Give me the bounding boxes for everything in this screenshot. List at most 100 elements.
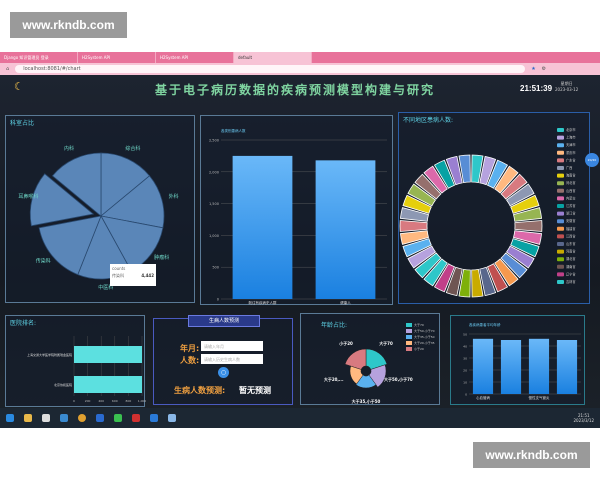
region-donut-chart: 北京市上海市天津市重庆市广东省广西海南省河北省山西省内蒙古江苏省浙江省安徽省福建…: [399, 127, 576, 298]
rose-slice: [365, 348, 388, 370]
chart-title: 各疾病患者平均年龄: [469, 322, 501, 327]
donut-segment: [399, 230, 429, 245]
legend-swatch: [557, 234, 564, 239]
legend-swatch: [557, 204, 564, 208]
donut-segment: [407, 183, 437, 207]
settings-icon[interactable]: ⚙: [541, 66, 547, 72]
legend-label: 安徽省: [566, 218, 576, 223]
moon-icon[interactable]: ☾: [14, 80, 24, 93]
wps-icon[interactable]: [132, 414, 140, 422]
month-input[interactable]: 请输入年月: [201, 341, 263, 351]
legend-swatch: [557, 280, 564, 284]
x-tick-label: 1,000: [138, 399, 146, 403]
bar: [500, 340, 522, 394]
x-tick-label: 600: [112, 399, 118, 403]
pie-tooltip: counts 传染科 4,442: [110, 264, 156, 286]
x-tick-label: 心血管病: [476, 395, 490, 400]
predict-panel: 生病人数预测 年月: 请输入年月 人数: 请输入历史生病人数 ○ 生病人数预测:…: [153, 315, 293, 405]
pie-label: 综合科: [125, 145, 140, 152]
legend-label: 天津市: [566, 142, 576, 147]
legend-swatch: [557, 257, 564, 262]
donut-segment: [494, 258, 519, 287]
url-field[interactable]: localhost:8081/#/chart: [15, 65, 526, 73]
legend-label: 江西省: [566, 233, 576, 238]
donut-segment: [479, 266, 497, 297]
legend-swatch: [557, 135, 564, 140]
bar: [232, 155, 293, 299]
age-panel: 年龄占比: 大于70 大于50,小于70 大于35,小于50 大于20,... 小于20…: [300, 313, 440, 405]
edge-icon[interactable]: [6, 414, 14, 422]
predict-submit-button[interactable]: ○: [218, 367, 229, 378]
legend-label: 上海市: [566, 135, 576, 140]
clock: 21:51:39: [520, 84, 553, 93]
donut-segment: [399, 207, 429, 222]
legend-swatch: [557, 173, 564, 178]
legend-label: 广东省: [566, 157, 576, 162]
legend-label: 山西省: [566, 188, 576, 193]
legend-swatch: [406, 323, 412, 327]
donut-segment: [486, 159, 509, 189]
y-tick-label: 30: [463, 357, 467, 361]
legend-swatch: [557, 150, 564, 155]
donut-segment: [479, 155, 497, 186]
pie-label: 内科: [64, 145, 74, 152]
donut-segment: [423, 258, 448, 287]
vscode-icon[interactable]: [150, 414, 158, 422]
y-tick-label: 上海交通大学医学院附属瑞金医院: [27, 352, 72, 357]
tab-default[interactable]: default: [234, 52, 312, 63]
legend-label: 湖北省: [566, 256, 576, 261]
legend-label: 江苏省: [566, 203, 576, 208]
pie-label: 肿瘤科: [154, 254, 169, 261]
y-tick-label: 1,000: [209, 234, 219, 238]
wechat-icon[interactable]: [114, 414, 122, 422]
month-label: 年月:: [180, 344, 200, 353]
x-tick-label: 0: [73, 399, 75, 403]
favorite-star-icon[interactable]: ★: [531, 66, 536, 72]
notepad-icon[interactable]: [42, 414, 50, 422]
donut-segment: [458, 268, 471, 298]
home-icon[interactable]: ⌂: [6, 66, 10, 72]
folder-icon[interactable]: [24, 414, 32, 422]
count-input[interactable]: 请输入历史生病人数: [201, 354, 263, 364]
donut-segment: [471, 154, 484, 184]
legend-label: 广西: [566, 165, 572, 170]
legend-label: 吉林省: [566, 279, 576, 284]
pie-label: 中医科: [98, 284, 113, 291]
rose-label: 大于35,小于50: [352, 398, 381, 404]
legend-page-badge[interactable]: 20/20: [585, 153, 599, 167]
cloud-icon[interactable]: [168, 414, 176, 422]
date: 2023-03-12: [555, 87, 579, 92]
tab-1[interactable]: Django 知识管理员 登录: [0, 52, 78, 63]
count-label: 人数:: [180, 356, 200, 365]
legend-swatch: [557, 128, 564, 132]
donut-segment: [445, 155, 463, 186]
donut-segment: [514, 220, 543, 232]
rose-slice: [368, 364, 387, 388]
hospital-title: 医院排名:: [10, 320, 37, 327]
dept-pie-panel: 科室占比 综合科 外科 肿瘤科 中医科 传染科 耳鼻喉科 内科 counts 传染科 4,44…: [5, 115, 195, 303]
donut-segment: [505, 183, 535, 207]
donut-segment: [494, 165, 519, 194]
result-value: 暂无预测: [239, 386, 271, 395]
chrome-icon[interactable]: [78, 414, 86, 422]
donut-segment: [513, 207, 543, 222]
pie-label: 传染科: [36, 258, 51, 265]
store-icon[interactable]: [60, 414, 68, 422]
weekday: 星期日: [560, 81, 573, 86]
legend-label: 大于70: [414, 322, 424, 327]
app-icon[interactable]: [96, 414, 104, 422]
tray-clock[interactable]: 21:51 2023/3/12: [573, 413, 594, 423]
region-panel: 不同地区患病人数: 北京市 上海市 天津市 重庆市 广东省 广西 海南省 河北省 山西省 内蒙古江…: [398, 112, 599, 304]
legend-swatch: [406, 329, 412, 333]
gender-bar-panel: 各类别患病人数 0 500 1,000 1,500 2,000 2,500 既往有疾病史人群 健…: [200, 115, 393, 305]
x-tick-label: 既往有疾病史人群: [249, 300, 277, 305]
dashboard: ☾ 基于电子病历数据的疾病预测模型构建与研究 21:51:39 星期日 2023-…: [0, 75, 600, 408]
legend-swatch: [406, 341, 412, 345]
tab-3[interactable]: H2System API: [156, 52, 234, 63]
donut-segment: [471, 268, 484, 298]
tab-2[interactable]: H2System API: [78, 52, 156, 63]
donut-segment: [486, 263, 509, 293]
age-rose-chart: 大于70大于50,小于70大于35,小于50大于20,...小于20大于70大于…: [324, 322, 435, 404]
tray-date: 2023/3/12: [573, 418, 594, 423]
legend-swatch: [557, 188, 564, 193]
